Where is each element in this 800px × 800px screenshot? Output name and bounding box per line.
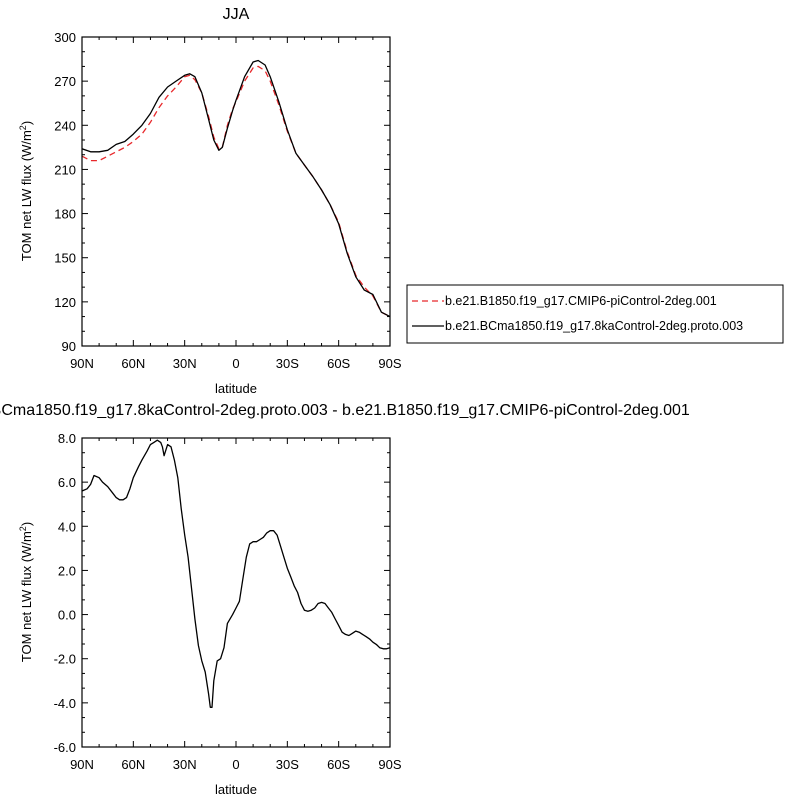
top-y-tick-label: 240 xyxy=(54,118,76,133)
bottom-plot-frame xyxy=(81,437,391,748)
bottom-y-axis-title: TOM net LW flux (W/m2) xyxy=(18,522,34,662)
top-series-line-1 xyxy=(82,59,390,318)
bottom-plot-area: 90N 60N 30N 0 30S 60S 90S 8.0 6.0 4.0 2.0 0.0 -2.0 -4… xyxy=(54,431,402,772)
top-y-tick-label: 210 xyxy=(54,162,76,177)
top-y-tick-label: 90 xyxy=(62,339,76,354)
top-x-tick-label: 0 xyxy=(232,356,239,371)
bottom-x-tick-label: 60S xyxy=(327,757,350,772)
bottom-x-tick-label: 90N xyxy=(70,757,94,772)
top-y-tick-label: 270 xyxy=(54,74,76,89)
legend-box xyxy=(406,284,784,344)
bottom-x-axis-title: latitude xyxy=(215,782,257,797)
bottom-y-tick-label: 2.0 xyxy=(58,563,76,578)
bottom-x-tick-label: 90S xyxy=(378,757,401,772)
top-x-tick-label: 90S xyxy=(378,356,401,371)
top-panel-title: JJA xyxy=(223,6,250,23)
legend-label-piControl: b.e21.B1850.f19_g17.CMIP6-piControl-2deg… xyxy=(445,294,717,308)
bottom-panel-title: b.e21.BCma1850.f19_g17.8kaControl-2deg.p… xyxy=(0,402,690,419)
bottom-x-tick-label: 60N xyxy=(121,757,145,772)
top-plot-area: 90N 60N 30N 0 30S 60S 90S 300 270 240 210 180 150 120… xyxy=(54,30,402,371)
top-series-line-0 xyxy=(82,65,390,318)
bottom-y-tick-label: -4.0 xyxy=(54,696,76,711)
top-x-tick-label: 30S xyxy=(276,356,299,371)
top-y-tick-label: 150 xyxy=(54,251,76,266)
bottom-y-tick-label: -6.0 xyxy=(54,740,76,755)
bottom-series-line-0 xyxy=(82,439,390,708)
bottom-y-tick-label: -2.0 xyxy=(54,652,76,667)
bottom-x-tick-label: 0 xyxy=(232,757,239,772)
top-panel: JJA 90N 60N 30N 0 30S 60S 90S 300 270 240 210 180 15… xyxy=(18,6,402,396)
legend-label-8kaControl: b.e21.BCma1850.f19_g17.8kaControl-2deg.p… xyxy=(445,319,743,333)
legend: b.e21.B1850.f19_g17.CMIP6-piControl-2deg… xyxy=(406,284,784,344)
top-x-tick-label: 60S xyxy=(327,356,350,371)
bottom-y-tick-label: 0.0 xyxy=(58,608,76,623)
top-x-tick-label: 60N xyxy=(121,356,145,371)
top-plot-frame xyxy=(81,36,391,347)
top-x-tick-label: 90N xyxy=(70,356,94,371)
bottom-y-tick-label: 8.0 xyxy=(58,431,76,446)
top-y-tick-label: 180 xyxy=(54,207,76,222)
bottom-panel: b.e21.BCma1850.f19_g17.8kaControl-2deg.p… xyxy=(0,402,690,797)
top-y-tick-label: 300 xyxy=(54,30,76,45)
bottom-y-tick-label: 6.0 xyxy=(58,475,76,490)
bottom-x-tick-label: 30N xyxy=(173,757,197,772)
top-y-axis-title: TOM net LW flux (W/m2) xyxy=(18,121,34,261)
top-x-axis-title: latitude xyxy=(215,381,257,396)
bottom-y-tick-label: 4.0 xyxy=(58,519,76,534)
top-x-tick-label: 30N xyxy=(173,356,197,371)
bottom-x-tick-label: 30S xyxy=(276,757,299,772)
top-y-tick-label: 120 xyxy=(54,295,76,310)
